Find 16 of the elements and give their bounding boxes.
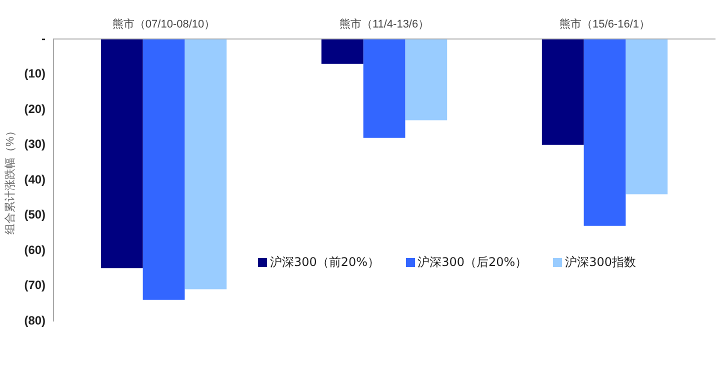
y-tick-label: (70) (24, 278, 46, 292)
y-tick-label: (50) (24, 208, 46, 222)
y-tick-label: (80) (24, 313, 46, 328)
y-tick-label: - (42, 32, 46, 46)
legend-label: 沪深300（后20%） (416, 254, 528, 271)
y-tick-label: (30) (24, 137, 46, 152)
y-tick-label: (10) (24, 66, 46, 81)
y-axis-title: 组合累计涨跌幅（%） (4, 126, 17, 234)
x-tick-label: 熊市（07/10-08/10） (112, 18, 216, 31)
legend-label: 沪深300（前20%） (269, 254, 380, 271)
y-tick-label: (40) (24, 172, 46, 186)
legend-label: 沪深300指数 (564, 254, 636, 271)
x-tick-label: 熊市（15/6-16/1） (560, 18, 650, 31)
y-tick-label: (20) (24, 102, 46, 116)
y-tick-label: (60) (24, 242, 46, 257)
x-tick-label: 熊市（11/4-13/6） (339, 18, 430, 31)
